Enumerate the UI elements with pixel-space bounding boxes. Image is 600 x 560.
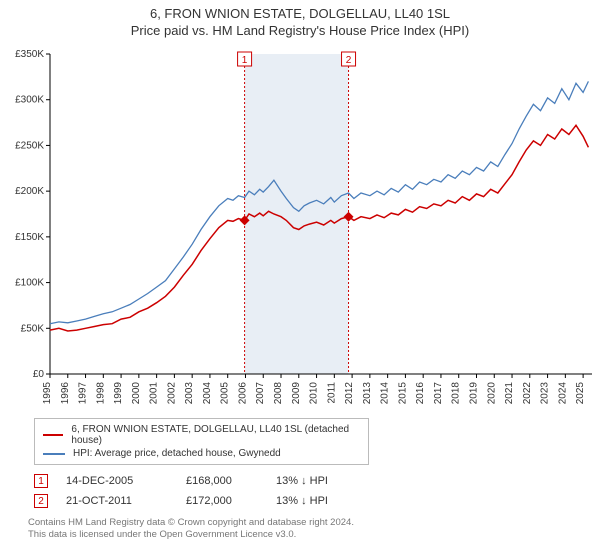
x-tick-label: 2008 bbox=[273, 382, 284, 405]
x-tick-label: 2021 bbox=[504, 382, 515, 405]
title-block: 6, FRON WNION ESTATE, DOLGELLAU, LL40 1S… bbox=[0, 0, 600, 38]
x-tick-label: 1997 bbox=[78, 382, 89, 405]
sale-delta: 13% ↓ HPI bbox=[276, 495, 356, 507]
y-tick-label: £300K bbox=[15, 95, 44, 106]
x-tick-label: 2004 bbox=[202, 382, 213, 405]
x-tick-label: 2000 bbox=[131, 382, 142, 405]
x-tick-label: 1999 bbox=[113, 382, 124, 405]
x-tick-label: 2001 bbox=[149, 382, 160, 405]
x-tick-label: 2020 bbox=[486, 382, 497, 405]
x-tick-label: 2005 bbox=[220, 382, 231, 405]
x-tick-label: 2022 bbox=[522, 382, 533, 405]
sale-marker-icon: 2 bbox=[34, 494, 48, 508]
x-tick-label: 2012 bbox=[344, 382, 355, 405]
sale-row: 2 21-OCT-2011£172,00013% ↓ HPI bbox=[34, 491, 576, 511]
y-tick-label: £150K bbox=[15, 232, 44, 243]
x-tick-label: 2011 bbox=[326, 382, 337, 404]
x-tick-label: 1998 bbox=[95, 382, 106, 405]
legend-box: 6, FRON WNION ESTATE, DOLGELLAU, LL40 1S… bbox=[34, 418, 369, 465]
x-tick-label: 2015 bbox=[397, 382, 408, 405]
marker-label: 2 bbox=[346, 55, 352, 66]
x-tick-label: 2016 bbox=[415, 382, 426, 405]
sale-row: 1 14-DEC-2005£168,00013% ↓ HPI bbox=[34, 471, 576, 491]
y-tick-label: £250K bbox=[15, 140, 44, 151]
sales-block: 1 14-DEC-2005£168,00013% ↓ HPI 2 21-OCT-201… bbox=[34, 471, 576, 511]
sale-price: £168,000 bbox=[186, 475, 276, 487]
x-tick-label: 2010 bbox=[309, 382, 320, 405]
footer-line-1: Contains HM Land Registry data © Crown c… bbox=[28, 517, 354, 528]
x-tick-label: 2006 bbox=[237, 382, 248, 405]
x-tick-label: 2003 bbox=[184, 382, 195, 405]
sale-price: £172,000 bbox=[186, 495, 276, 507]
x-tick-label: 2024 bbox=[557, 382, 568, 405]
x-tick-label: 2007 bbox=[255, 382, 266, 405]
y-tick-label: £350K bbox=[15, 49, 44, 60]
x-tick-label: 2019 bbox=[468, 382, 479, 405]
y-tick-label: £0 bbox=[33, 369, 45, 380]
legend-swatch bbox=[43, 434, 63, 436]
x-tick-label: 2009 bbox=[291, 382, 302, 405]
x-tick-label: 1995 bbox=[42, 382, 53, 405]
marker-label: 1 bbox=[242, 55, 248, 66]
x-tick-label: 2023 bbox=[540, 382, 551, 405]
legend-swatch bbox=[43, 453, 65, 455]
y-tick-label: £100K bbox=[15, 278, 44, 289]
legend-label: HPI: Average price, detached house, Gwyn… bbox=[73, 448, 281, 459]
sale-date: 14-DEC-2005 bbox=[66, 475, 186, 487]
chart-area: 1 2 £0 £50K £100K £150K £200K £250K £300K £350K 19… bbox=[0, 44, 600, 414]
sale-date: 21-OCT-2011 bbox=[66, 495, 186, 507]
y-tick-label: £200K bbox=[15, 186, 44, 197]
x-tick-label: 2017 bbox=[433, 382, 444, 405]
sale-delta: 13% ↓ HPI bbox=[276, 475, 356, 487]
footer-text: Contains HM Land Registry data © Crown c… bbox=[28, 517, 576, 542]
legend-row: 6, FRON WNION ESTATE, DOLGELLAU, LL40 1S… bbox=[43, 423, 360, 447]
title-sub: Price paid vs. HM Land Registry's House … bbox=[0, 23, 600, 38]
title-main: 6, FRON WNION ESTATE, DOLGELLAU, LL40 1S… bbox=[0, 6, 600, 21]
footer-line-2: This data is licensed under the Open Gov… bbox=[28, 529, 296, 540]
legend-row: HPI: Average price, detached house, Gwyn… bbox=[43, 447, 360, 460]
x-tick-label: 2002 bbox=[166, 382, 177, 405]
x-tick-label: 2025 bbox=[575, 382, 586, 405]
y-tick-label: £50K bbox=[21, 323, 45, 334]
x-tick-label: 2013 bbox=[362, 382, 373, 405]
x-tick-label: 2018 bbox=[451, 382, 462, 405]
chart-container: 6, FRON WNION ESTATE, DOLGELLAU, LL40 1S… bbox=[0, 0, 600, 542]
chart-svg: 1 2 £0 £50K £100K £150K £200K £250K £300K £350K 19… bbox=[0, 44, 600, 414]
legend-label: 6, FRON WNION ESTATE, DOLGELLAU, LL40 1S… bbox=[71, 424, 360, 446]
x-tick-label: 1996 bbox=[60, 382, 71, 405]
sale-marker-icon: 1 bbox=[34, 474, 48, 488]
x-tick-label: 2014 bbox=[380, 382, 391, 405]
